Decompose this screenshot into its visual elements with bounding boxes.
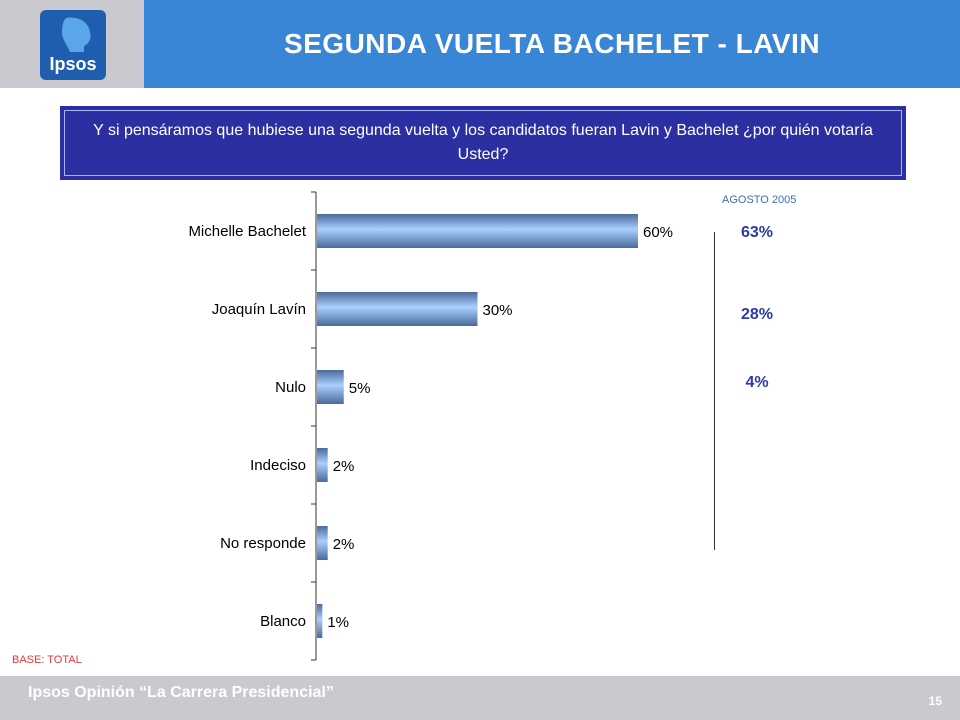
data-label: 30%: [483, 302, 513, 319]
category-label: Michelle Bachelet: [188, 223, 306, 240]
bar: [317, 292, 478, 326]
data-label: 1%: [327, 614, 349, 631]
page-number: 15: [928, 694, 942, 708]
page-title: SEGUNDA VUELTA BACHELET - LAVIN: [283, 28, 821, 59]
comparison-label: AGOSTO 2005: [722, 194, 797, 206]
base-label: BASE: TOTAL: [12, 654, 82, 666]
bar: [317, 370, 344, 404]
bar: [317, 448, 328, 482]
logo-text: Ipsos: [49, 54, 96, 74]
category-label: Blanco: [260, 613, 306, 630]
data-label: 60%: [643, 224, 673, 241]
header-bar: Ipsos SEGUNDA VUELTA BACHELET - LAVIN: [0, 0, 960, 88]
comparison-value-nulo: 4%: [745, 374, 769, 391]
footer-bar: Ipsos Opinión “La Carrera Presidencial” …: [0, 676, 960, 720]
footer-text: Ipsos Opinión “La Carrera Presidencial”: [28, 684, 334, 701]
data-label: 5%: [349, 380, 371, 397]
comparison-divider: [714, 232, 715, 550]
ipsos-logo: Ipsos: [40, 10, 106, 80]
bar: [317, 604, 323, 638]
logo-area: Ipsos: [0, 0, 144, 88]
question-box: Y si pensáramos que hubiese una segunda …: [60, 106, 906, 180]
bar: [317, 214, 638, 248]
category-label: No responde: [220, 535, 306, 552]
comparison-value-lavin: 28%: [740, 306, 774, 323]
question-text: Y si pensáramos que hubiese una segunda …: [64, 110, 902, 176]
bar: [317, 526, 328, 560]
category-label: Nulo: [275, 379, 306, 396]
category-label: Indeciso: [250, 457, 306, 474]
bar-chart: Michelle Bachelet 60% Joaquín Lavín 30% Nulo…: [188, 191, 673, 661]
data-label: 2%: [333, 458, 355, 475]
data-label: 2%: [333, 536, 355, 553]
comparison-value-bachelet: 63%: [740, 224, 774, 241]
category-label: Joaquín Lavín: [212, 301, 306, 318]
